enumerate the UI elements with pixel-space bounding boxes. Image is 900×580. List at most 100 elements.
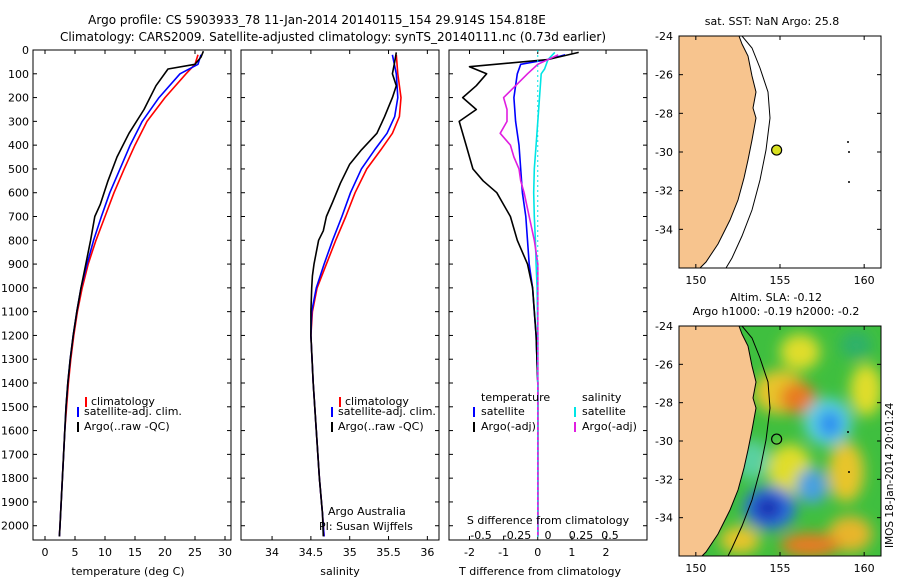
temperature-x-axis: 0 5 10 15 20 25 30	[42, 50, 232, 559]
map-lat-label: -30	[655, 435, 673, 448]
annotation-pi: PI: Susan Wijffels	[319, 520, 413, 533]
series-line-salinity-satellite	[532, 51, 556, 537]
x-tick-label: 2	[603, 546, 610, 559]
sla-heatmap	[679, 326, 881, 556]
sla-map-title-line2: Argo h1000: -0.19 h2000: -0.2	[693, 305, 860, 318]
x-tick-label: 20	[158, 546, 172, 559]
depth-tick-label: 0	[22, 44, 29, 57]
sst-map-title: sat. SST: NaN Argo: 25.8	[705, 15, 839, 28]
temperature-legend: climatology satellite-adj. clim. Argo(..…	[77, 395, 182, 433]
header-line1: Argo profile: CS 5903933_78 11-Jan-2014 …	[88, 13, 546, 27]
salinity-series	[310, 52, 402, 537]
annotation-argo-australia: Argo Australia	[328, 505, 406, 518]
difference-y-ticks	[449, 49, 647, 527]
x-tick-label: 30	[218, 546, 232, 559]
x-tick-label: 5	[72, 546, 79, 559]
x-tick-label: -2	[464, 546, 475, 559]
map-lat-label: -32	[655, 473, 673, 486]
argo-float-marker	[771, 433, 783, 445]
legend-label-satellite: satellite-adj. clim.	[338, 405, 436, 418]
salinity-y-ticks	[241, 49, 439, 527]
legend-title-salinity: salinity	[582, 391, 622, 404]
imos-watermark: IMOS 18-Jan-2014 20:01:24	[884, 402, 896, 548]
sst-map-isobath	[725, 36, 771, 268]
s-difference-scale: -0.5 -0.25 0 0.25 0.5	[470, 529, 618, 542]
map-lon-label: 155	[770, 274, 791, 287]
x-tick-label: 34.5	[299, 546, 324, 559]
depth-tick-label: 800	[8, 234, 29, 247]
temperature-axes-box	[32, 49, 232, 541]
legend-label-climatology: climatology	[345, 395, 409, 408]
map-lat-label: -30	[655, 146, 673, 159]
sst-map-land	[679, 36, 757, 268]
s-tick: 0.25	[569, 529, 594, 542]
s-tick: -0.25	[503, 529, 531, 542]
map-lat-label: -28	[655, 107, 673, 120]
sla-map-isobath	[727, 326, 771, 556]
island-marker	[848, 151, 850, 153]
x-tick-label: 35.5	[376, 546, 401, 559]
map-lat-label: -26	[655, 69, 673, 82]
depth-tick-label: 1200	[1, 329, 29, 342]
header-line2: Climatology: CARS2009. Satellite-adjuste…	[60, 30, 606, 44]
map-lat-label: -28	[655, 397, 673, 410]
island-marker	[848, 471, 850, 473]
legend-label-satellite: satellite-adj. clim.	[84, 405, 182, 418]
map-lat-label: -24	[655, 30, 673, 43]
s-difference-label: S difference from climatology	[467, 514, 630, 527]
island-marker	[848, 181, 850, 183]
island-marker	[847, 431, 849, 433]
depth-tick-label: 1900	[1, 496, 29, 509]
depth-tick-label: 1600	[1, 425, 29, 438]
temperature-x-label: temperature (deg C)	[71, 565, 184, 578]
depth-tick-label: 600	[8, 187, 29, 200]
difference-x-axis: -2 -1 0 1 2	[464, 50, 610, 559]
x-tick-label: 25	[188, 546, 202, 559]
difference-legend: temperature salinity satellite Argo(-adj…	[473, 391, 637, 433]
depth-tick-label: 2000	[1, 520, 29, 533]
depth-tick-label: 200	[8, 92, 29, 105]
depth-tick-label: 1700	[1, 448, 29, 461]
depth-tick-label: 100	[8, 68, 29, 81]
legend-label-climatology: climatology	[91, 395, 155, 408]
legend-label-t-satellite: satellite	[481, 405, 525, 418]
salinity-x-axis: 34 34.5 35 35.5 36	[265, 50, 434, 559]
series-line-argo-raw-qc	[58, 50, 205, 537]
x-tick-label: 10	[98, 546, 112, 559]
map-lon-label: 160	[854, 562, 875, 575]
x-tick-label: 1	[568, 546, 575, 559]
x-tick-label: 15	[128, 546, 142, 559]
sla-map-title-line1: Altim. SLA: -0.12	[730, 291, 822, 304]
temperature-panel: 0100200300400500600700800900100011001200…	[1, 44, 232, 578]
sst-map-ticks: 150 155 160 -24 -26 -28 -30 -32 -34	[655, 30, 881, 287]
salinity-x-label: salinity	[320, 565, 360, 578]
x-tick-label: 0	[42, 546, 49, 559]
map-lat-label: -34	[655, 223, 673, 236]
map-lon-label: 150	[685, 274, 706, 287]
series-line-argo-raw-qc	[310, 52, 398, 537]
map-lon-label: 160	[854, 274, 875, 287]
depth-tick-label: 1300	[1, 353, 29, 366]
map-lat-label: -26	[655, 358, 673, 371]
series-line-temperature-argo-adj	[458, 51, 579, 537]
depth-tick-label: 500	[8, 163, 29, 176]
x-tick-label: 0	[534, 546, 541, 559]
temperature-series	[58, 50, 205, 537]
sla-field	[720, 331, 881, 556]
map-lat-label: -34	[655, 512, 673, 525]
depth-tick-label: 1800	[1, 472, 29, 485]
map-lat-label: -32	[655, 185, 673, 198]
legend-label-argo: Argo(..raw -QC)	[84, 420, 170, 433]
series-line-salinity-argo-adj	[499, 54, 559, 537]
depth-tick-label: 300	[8, 115, 29, 128]
s-tick: 0	[545, 529, 552, 542]
depth-tick-label: 1100	[1, 306, 29, 319]
map-lat-label: -24	[655, 320, 673, 333]
argo-float-marker	[771, 144, 783, 156]
salinity-legend: climatology satellite-adj. clim. Argo(..…	[331, 395, 436, 433]
legend-label-argo: Argo(..raw -QC)	[338, 420, 424, 433]
depth-tick-label: 1400	[1, 377, 29, 390]
salinity-panel: 34 34.5 35 35.5 36 salinity climatology sate…	[240, 49, 440, 578]
legend-label-s-satellite: satellite	[582, 405, 626, 418]
